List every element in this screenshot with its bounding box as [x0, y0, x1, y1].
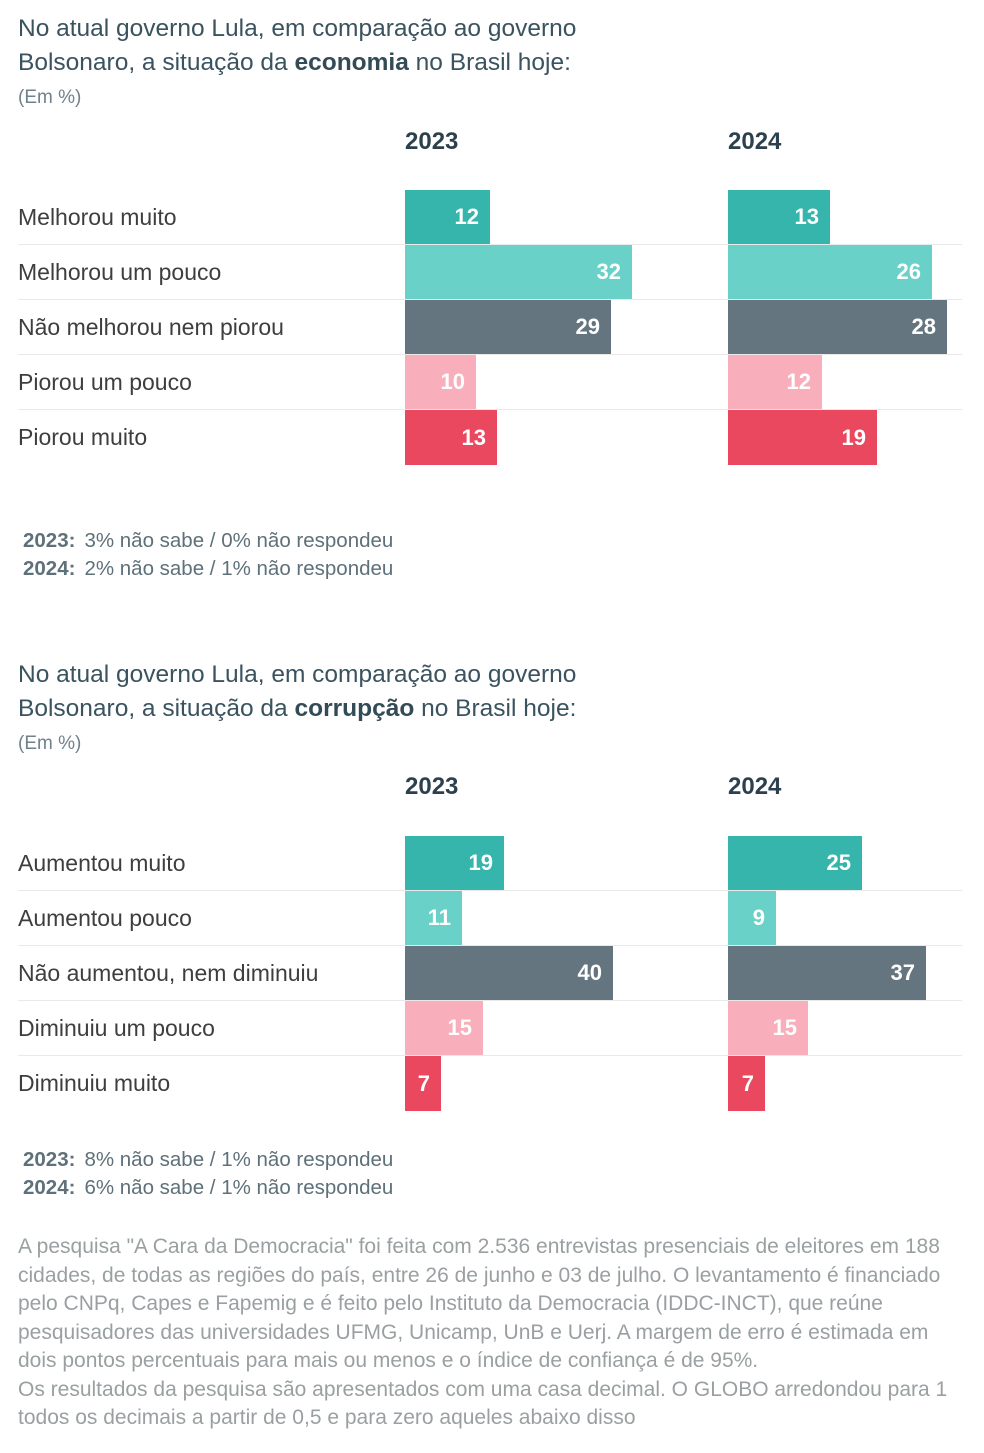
- chart-row: Não aumentou, nem diminuiu 40 37: [18, 946, 962, 1001]
- chart-row: Piorou um pouco 10 12: [18, 355, 962, 410]
- chart-row: Aumentou muito 19 25: [18, 836, 962, 891]
- chart1-title: No atual governo Lula, em comparação ao …: [18, 12, 738, 80]
- chart-row: Piorou muito 13 19: [18, 410, 962, 465]
- footnote-text: 6% não sabe / 1% não respondeu: [84, 1175, 394, 1199]
- row-label: Melhorou um pouco: [18, 258, 222, 285]
- chart1-year-headers: 2023 2024: [18, 128, 962, 158]
- bar-2023: 11: [405, 891, 462, 945]
- chart-row: Aumentou pouco 11 9: [18, 891, 962, 946]
- chart2-title-line1: No atual governo Lula, em comparação ao …: [18, 661, 577, 688]
- chart2-unit-note: (Em %): [18, 733, 82, 754]
- chart-row: Diminuiu um pouco 15 15: [18, 1001, 962, 1056]
- footnote-line: 2024: 2% não sabe / 1% não respondeu: [23, 555, 393, 583]
- chart2-rows: Aumentou muito 19 25 Aumentou pouco 11 9…: [18, 836, 962, 1111]
- chart-row: Diminuiu muito 7 7: [18, 1056, 962, 1111]
- bar-2023: 29: [405, 300, 611, 354]
- footnote-line: 2024: 6% não sabe / 1% não respondeu: [23, 1174, 393, 1202]
- chart1-header-2023: 2023: [405, 128, 459, 155]
- chart1-rows: Melhorou muito 12 13 Melhorou um pouco 3…: [18, 190, 962, 465]
- bar-2023: 12: [405, 190, 490, 244]
- methodology-paragraph: A pesquisa "A Cara da Democracia" foi fe…: [18, 1235, 941, 1372]
- footnote-text: 2% não sabe / 1% não respondeu: [84, 556, 394, 580]
- row-label: Não melhorou nem piorou: [18, 313, 284, 340]
- footnote-line: 2023: 8% não sabe / 1% não respondeu: [23, 1146, 393, 1174]
- row-label: Melhorou muito: [18, 203, 177, 230]
- chart2-footnotes: 2023: 8% não sabe / 1% não respondeu 2024…: [23, 1146, 393, 1201]
- bar-2024: 7: [728, 1056, 765, 1111]
- row-label: Piorou muito: [18, 424, 148, 450]
- row-label: Piorou um pouco: [18, 368, 192, 395]
- row-label: Não aumentou, nem diminuiu: [18, 959, 319, 986]
- bar-2024: 12: [728, 355, 822, 409]
- chart2-title-line2-prefix: Bolsonaro, a situação da: [18, 695, 295, 722]
- bar-2024: 26: [728, 245, 932, 299]
- row-label: Diminuiu um pouco: [18, 1014, 215, 1041]
- bar-2023: 40: [405, 946, 613, 1000]
- chart1-unit-note: (Em %): [18, 87, 82, 108]
- chart1-header-2024: 2024: [728, 128, 782, 155]
- footnote-line: 2023: 3% não sabe / 0% não respondeu: [23, 527, 393, 555]
- bar-2023: 32: [405, 245, 632, 299]
- footnote-year: 2023:: [23, 529, 76, 552]
- footnote-text: 8% não sabe / 1% não respondeu: [84, 1148, 394, 1171]
- bar-2023: 19: [405, 836, 504, 890]
- chart-row: Melhorou muito 12 13: [18, 190, 962, 245]
- row-label: Aumentou muito: [18, 849, 186, 876]
- bar-2024: 37: [728, 946, 926, 1000]
- methodology-paragraph: Os resultados da pesquisa são apresentad…: [18, 1377, 948, 1430]
- chart2-header-2023: 2023: [405, 773, 459, 800]
- chart2-title-keyword: corrupção: [294, 695, 415, 722]
- chart-row: Não melhorou nem piorou 29 28: [18, 300, 962, 355]
- chart1-footnotes: 2023: 3% não sabe / 0% não respondeu 2024…: [23, 527, 393, 582]
- chart1-title-line1: No atual governo Lula, em comparação ao …: [18, 15, 577, 42]
- chart2-header-2024: 2024: [728, 773, 782, 800]
- row-label: Diminuiu muito: [18, 1070, 171, 1096]
- methodology-text: A pesquisa "A Cara da Democracia" foi fe…: [18, 1233, 966, 1433]
- footnote-year: 2024:: [23, 556, 76, 580]
- chart-row: Melhorou um pouco 32 26: [18, 245, 962, 300]
- bar-2023: 15: [405, 1001, 483, 1055]
- footnote-year: 2024:: [23, 1175, 76, 1199]
- chart1-title-keyword: economia: [294, 49, 409, 76]
- footnote-text: 3% não sabe / 0% não respondeu: [84, 529, 394, 552]
- bar-2023: 13: [405, 410, 497, 465]
- chart2-title-line2-suffix: no Brasil hoje:: [414, 695, 577, 722]
- bar-2024: 28: [728, 300, 947, 354]
- chart2-title: No atual governo Lula, em comparação ao …: [18, 658, 738, 726]
- chart1-title-line2-prefix: Bolsonaro, a situação da: [18, 49, 295, 76]
- chart2-year-headers: 2023 2024: [18, 773, 962, 803]
- bar-2024: 25: [728, 836, 862, 890]
- footnote-year: 2023:: [23, 1148, 76, 1171]
- row-label: Aumentou pouco: [18, 904, 192, 931]
- bar-2024: 15: [728, 1001, 808, 1055]
- bar-2024: 9: [728, 891, 776, 945]
- bar-2024: 19: [728, 410, 877, 465]
- bar-2024: 13: [728, 190, 830, 244]
- bar-2023: 7: [405, 1056, 441, 1111]
- bar-2023: 10: [405, 355, 476, 409]
- chart1-title-line2-suffix: no Brasil hoje:: [408, 49, 571, 76]
